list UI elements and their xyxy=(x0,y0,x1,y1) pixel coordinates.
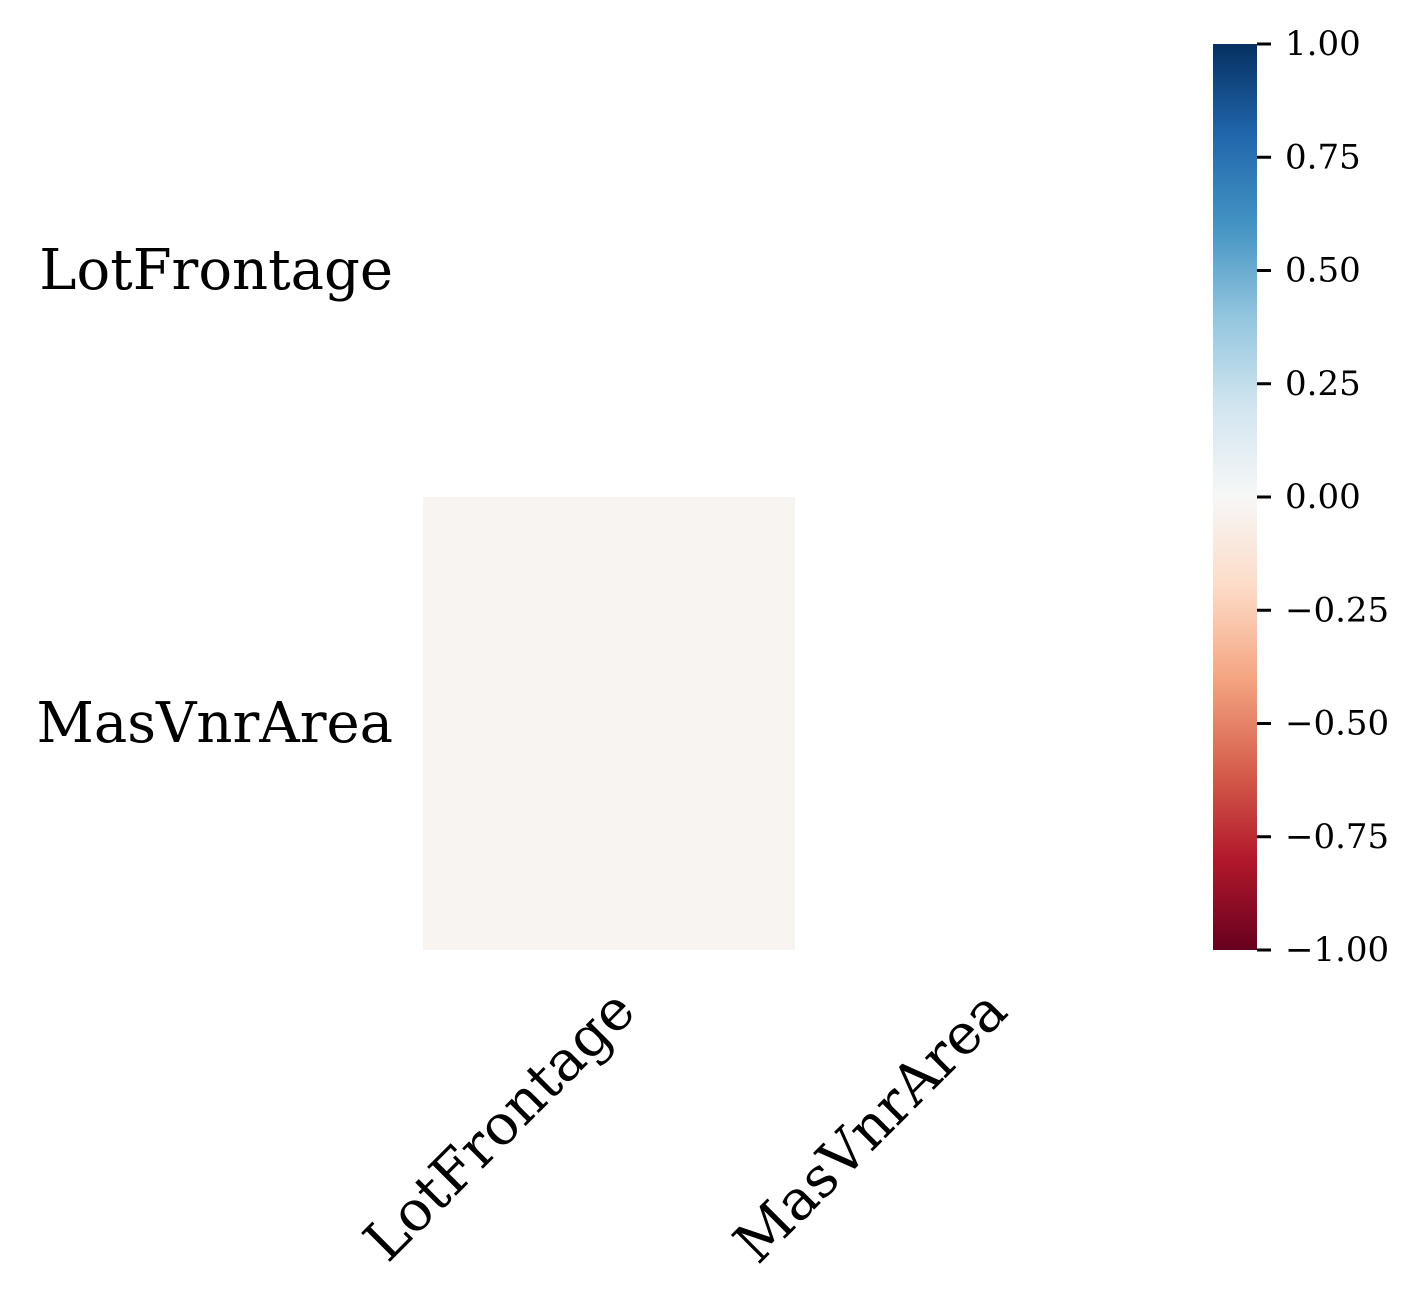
colorbar-tick-label: −0.75 xyxy=(1285,817,1389,857)
column-labels: LotFrontage MasVnrArea xyxy=(352,978,1020,1276)
colorbar xyxy=(1213,44,1257,950)
colorbar-tick-label: −0.25 xyxy=(1285,590,1389,630)
colorbar-tick-label: −0.50 xyxy=(1285,704,1389,744)
row-label-lotfrontage: LotFrontage xyxy=(39,238,393,303)
heatmap-cells xyxy=(423,497,795,950)
column-label-masvnrarea: MasVnrArea xyxy=(722,978,1020,1276)
colorbar-tick-label: 0.00 xyxy=(1285,477,1361,517)
colorbar-ticks: 1.00 0.75 0.50 0.25 0.00 −0.25 −0.50 −0.75 −1.00 xyxy=(1257,24,1389,970)
colorbar-tick-label: 0.75 xyxy=(1285,137,1361,177)
heatmap-cell-masvnrarea-lotfrontage xyxy=(423,497,795,950)
colorbar-tick-label: 0.50 xyxy=(1285,251,1361,291)
row-label-masvnrarea: MasVnrArea xyxy=(37,691,393,756)
colorbar-tick-label: 0.25 xyxy=(1285,364,1361,404)
column-label-lotfrontage: LotFrontage xyxy=(352,978,648,1274)
row-labels: LotFrontage MasVnrArea xyxy=(37,238,393,756)
colorbar-tick-label: 1.00 xyxy=(1285,24,1361,64)
colorbar-gradient xyxy=(1213,44,1257,950)
colorbar-tick-label: −1.00 xyxy=(1285,930,1389,970)
